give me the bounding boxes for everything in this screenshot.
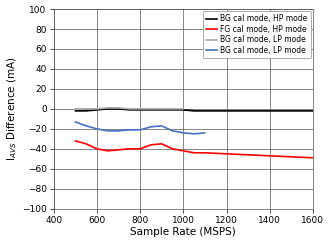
X-axis label: Sample Rate (MSPS): Sample Rate (MSPS) xyxy=(130,227,236,237)
Y-axis label: I$_{AVS}$ Difference (mA): I$_{AVS}$ Difference (mA) xyxy=(6,56,19,161)
Legend: BG cal mode, HP mode, FG cal mode, HP mode, BG cal mode, LP mode, BG cal mode, L: BG cal mode, HP mode, FG cal mode, HP mo… xyxy=(203,11,311,58)
